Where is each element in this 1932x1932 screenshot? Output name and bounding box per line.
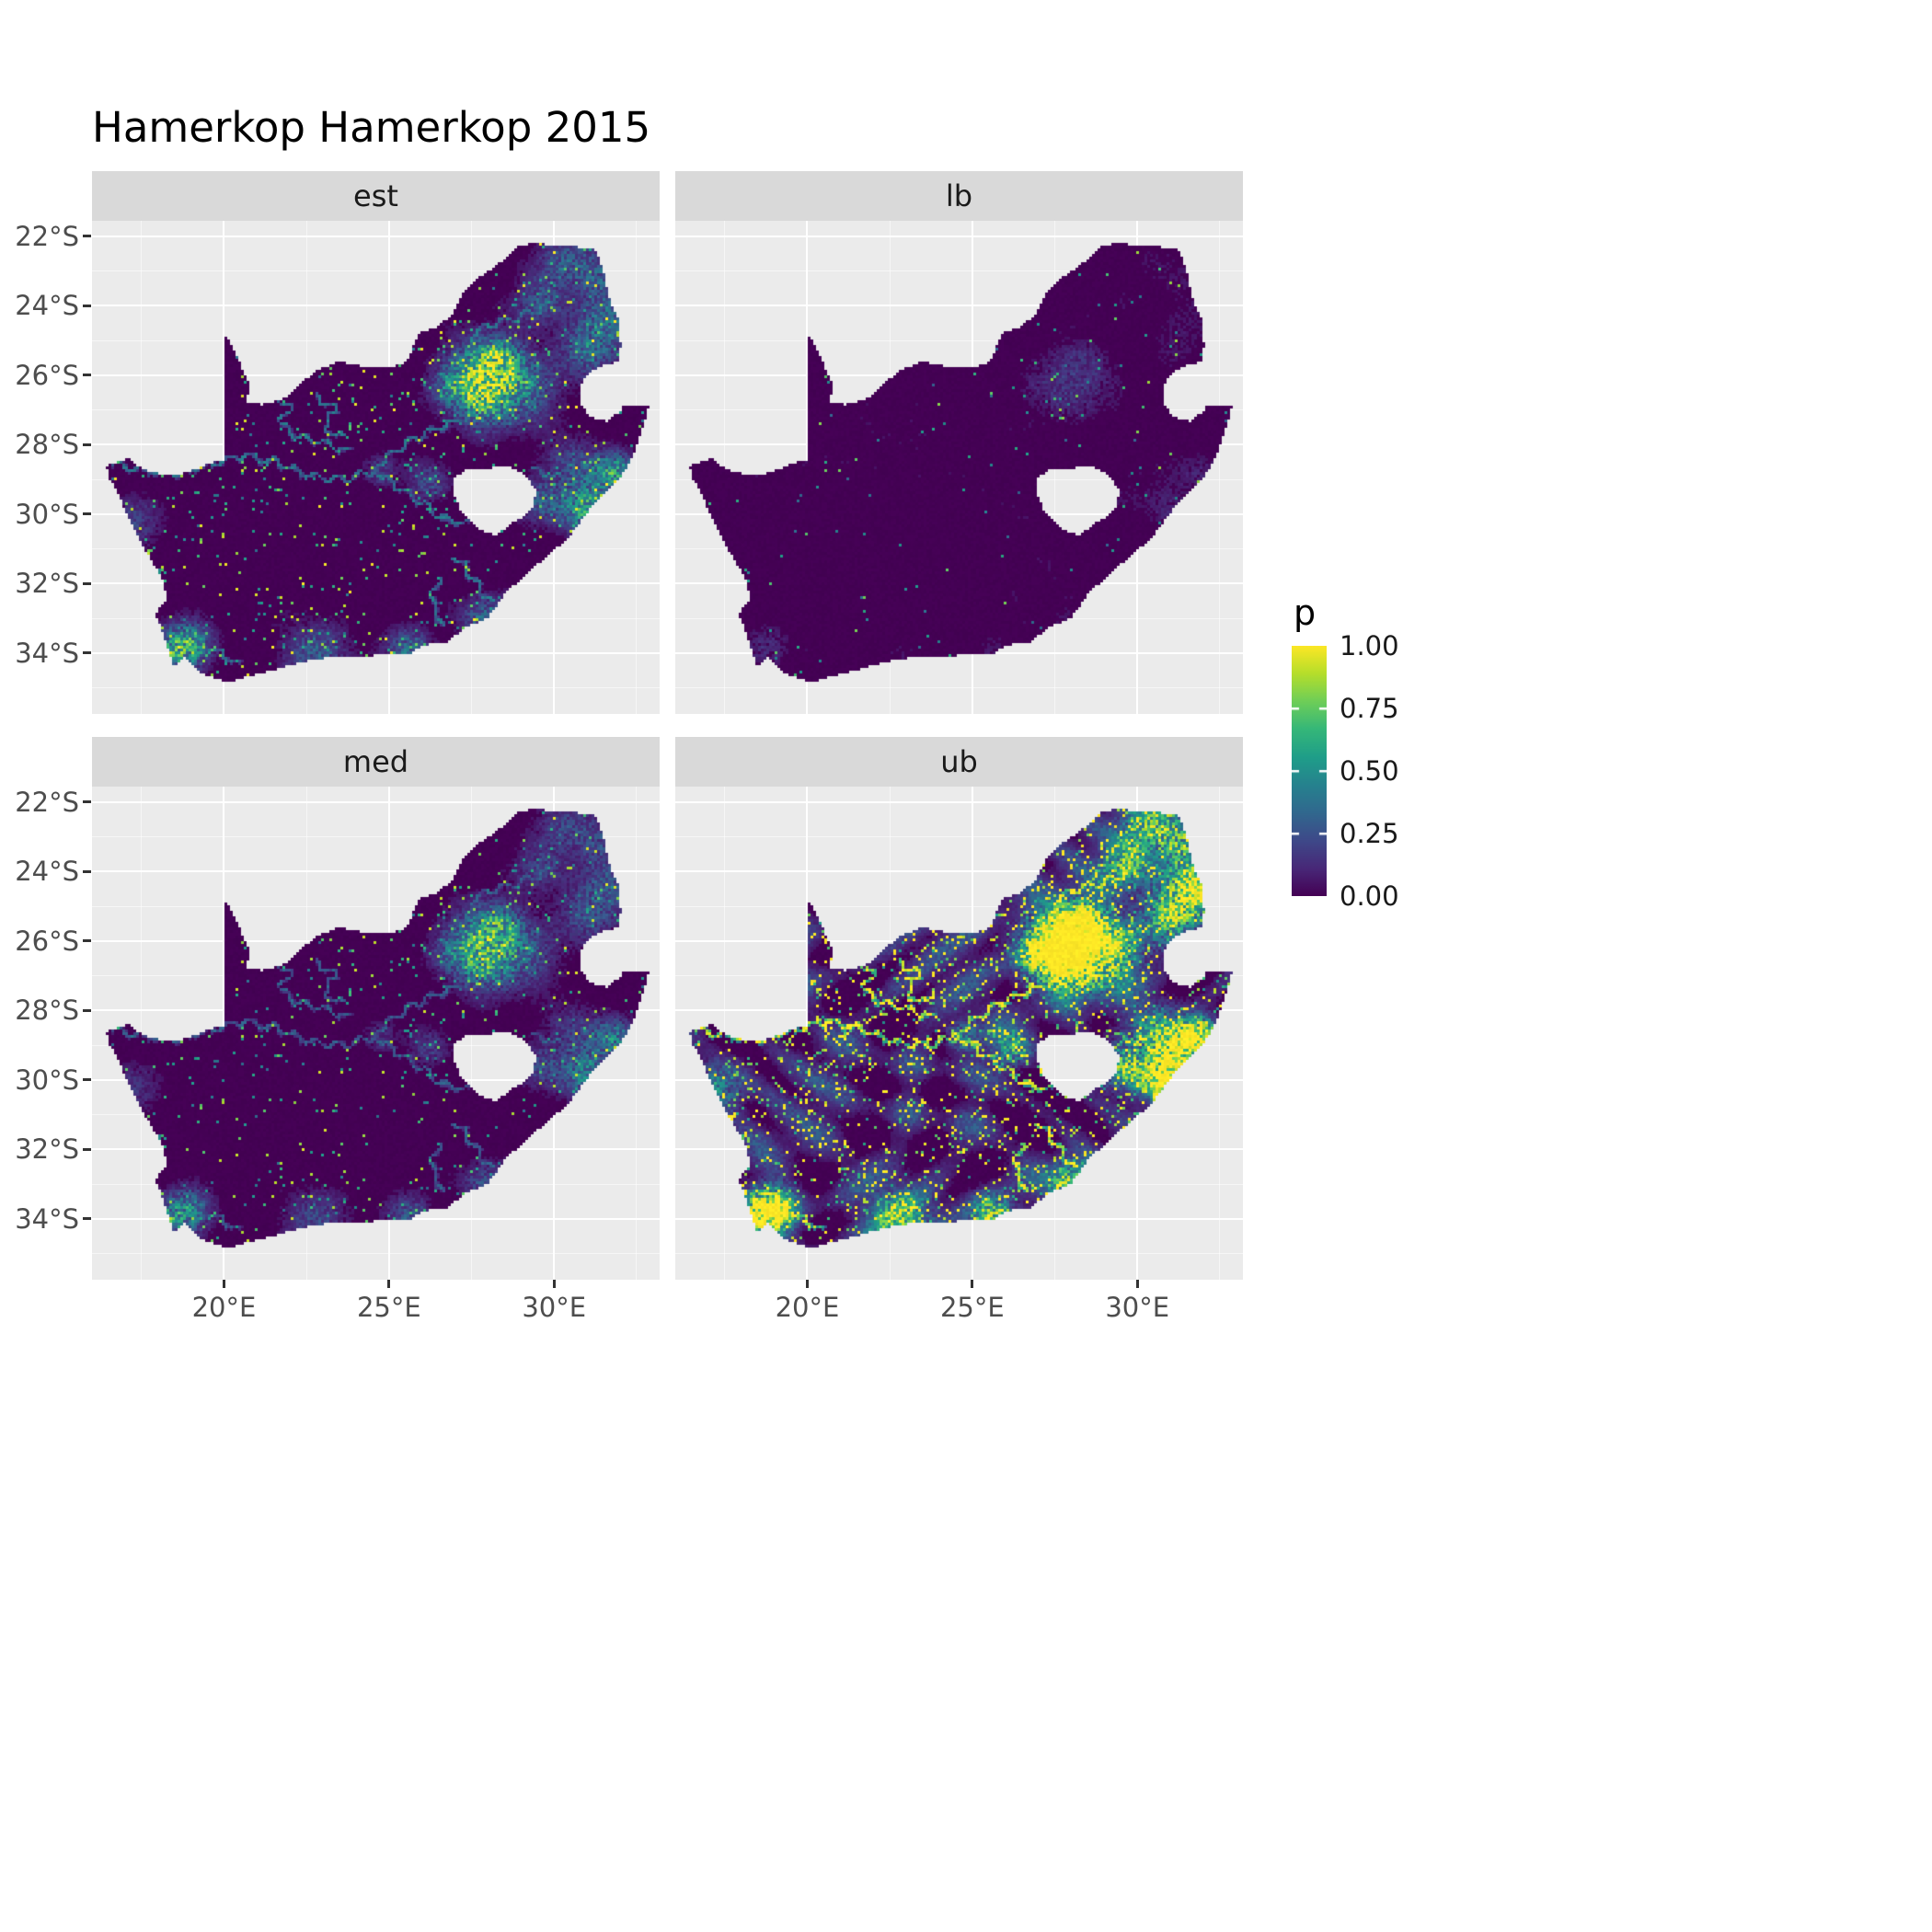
x-axis-tick [971, 1280, 974, 1288]
x-axis-tick [222, 1280, 225, 1288]
y-axis-tick-label: 32°S [15, 568, 79, 600]
x-axis-tick-label: 30°E [1105, 1292, 1170, 1323]
y-axis-tick-label: 26°S [15, 359, 79, 391]
y-axis-tick [83, 304, 91, 307]
panel-lb [675, 221, 1243, 714]
x-axis-tick-label: 25°E [939, 1292, 1005, 1323]
y-axis-tick [83, 1147, 91, 1151]
facet-strip-label-est: est [353, 178, 398, 213]
y-axis-tick [83, 1217, 91, 1221]
y-axis-tick-label: 34°S [15, 637, 79, 669]
facet-est: est [92, 171, 660, 714]
y-axis-tick [83, 512, 91, 516]
panel-med [92, 787, 660, 1280]
legend-title: p [1294, 592, 1317, 633]
y-axis-tick [83, 1008, 91, 1012]
y-axis-tick-label: 32°S [15, 1133, 79, 1166]
panel-ub [675, 787, 1243, 1280]
facet-strip-label-med: med [342, 744, 409, 779]
legend-tick-label: 0.25 [1340, 818, 1399, 849]
y-axis-tick-label: 28°S [15, 429, 79, 461]
x-axis-tick [552, 1280, 556, 1288]
y-axis-tick-label: 22°S [15, 786, 79, 818]
y-axis-tick [83, 939, 91, 943]
y-axis-tick-label: 30°S [15, 1064, 79, 1096]
y-axis-tick [83, 581, 91, 585]
y-axis-tick [83, 651, 91, 655]
y-axis-tick [83, 374, 91, 377]
y-axis-tick [83, 443, 91, 446]
y-axis-tick-label: 24°S [15, 290, 79, 322]
x-axis-tick-label: 20°E [191, 1292, 257, 1323]
y-axis-tick [83, 800, 91, 804]
facet-strip-label-ub: ub [940, 744, 978, 779]
x-axis-tick [805, 1280, 809, 1288]
y-axis-tick-label: 28°S [15, 995, 79, 1027]
legend-tick-label: 0.75 [1340, 693, 1399, 724]
map-canvas-med [92, 787, 660, 1280]
legend-colorbar [1292, 646, 1327, 896]
x-axis-tick-label: 25°E [356, 1292, 421, 1323]
plot-title: Hamerkop Hamerkop 2015 [92, 103, 651, 152]
x-axis-tick [387, 1280, 391, 1288]
map-canvas-lb [675, 221, 1243, 714]
y-axis-tick-label: 24°S [15, 856, 79, 888]
legend: p 1.00 0.75 0.50 0.25 0.00 [1290, 592, 1492, 942]
y-axis-tick-label: 26°S [15, 925, 79, 957]
facet-strip-est: est [92, 171, 660, 221]
facet-lb: lb [675, 171, 1243, 714]
facet-strip-lb: lb [675, 171, 1243, 221]
map-canvas-ub [675, 787, 1243, 1280]
y-axis-tick [83, 1078, 91, 1082]
map-canvas-est [92, 221, 660, 714]
y-axis-tick-label: 22°S [15, 220, 79, 252]
x-axis-tick [1135, 1280, 1139, 1288]
legend-tick-label: 0.50 [1340, 755, 1399, 787]
facet-ub: ub [675, 737, 1243, 1280]
facet-strip-med: med [92, 737, 660, 787]
panel-est [92, 221, 660, 714]
facet-strip-ub: ub [675, 737, 1243, 787]
y-axis-tick-label: 34°S [15, 1202, 79, 1235]
legend-tick-label: 0.00 [1340, 880, 1399, 912]
facet-med: med [92, 737, 660, 1280]
x-axis-tick-label: 20°E [775, 1292, 840, 1323]
x-axis-tick-label: 30°E [522, 1292, 587, 1323]
facet-strip-label-lb: lb [945, 178, 973, 213]
y-axis-tick [83, 235, 91, 238]
y-axis-tick-label: 30°S [15, 498, 79, 530]
y-axis-tick [83, 869, 91, 873]
legend-tick-label: 1.00 [1340, 630, 1399, 661]
